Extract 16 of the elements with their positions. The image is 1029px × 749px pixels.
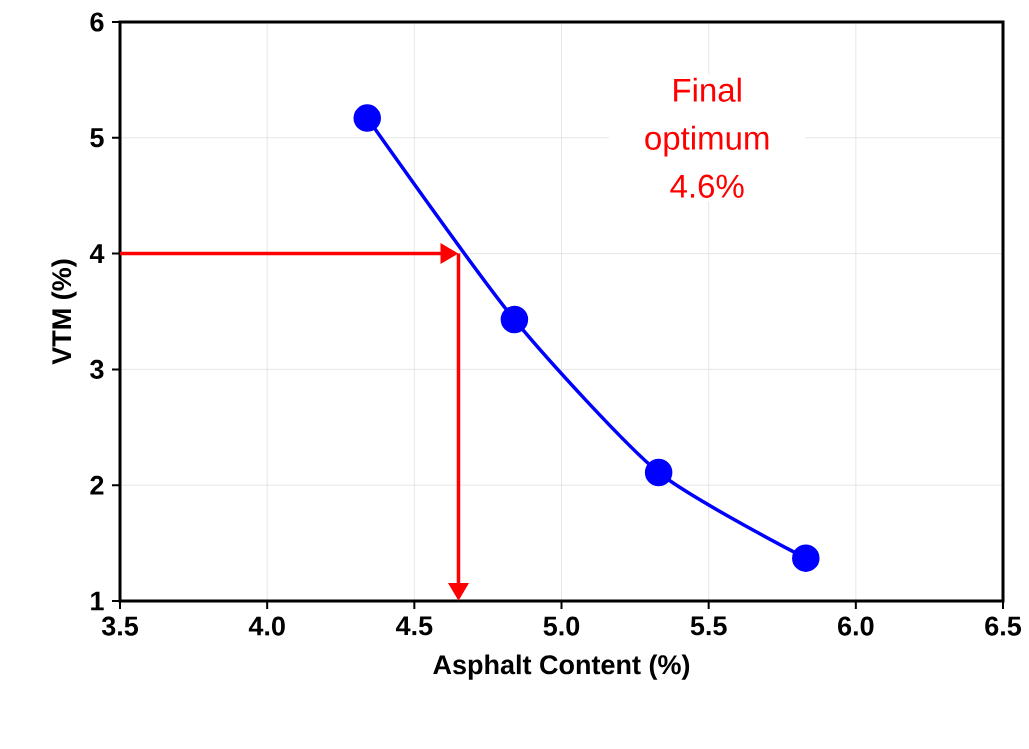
- y-tick-label: 1: [91, 591, 104, 611]
- y-axis-title: VTM (%): [51, 259, 77, 365]
- y-tick-label: 6: [90, 12, 104, 32]
- y-tick-label: 2: [90, 475, 104, 495]
- x-tick-label: 6.0: [838, 616, 874, 636]
- y-tick-label: 5: [90, 128, 104, 148]
- x-tick-label: 5.5: [690, 616, 727, 636]
- x-tick-label: 4.5: [395, 616, 433, 636]
- x-tick-label: 4.0: [248, 616, 285, 636]
- x-axis-title: Asphalt Content (%): [433, 654, 690, 680]
- x-tick-label: 6.5: [985, 616, 1022, 636]
- annotation: Final optimum 4.6%: [645, 77, 769, 198]
- x-tick-label: 3.5: [101, 616, 139, 636]
- y-tick-label: 4: [89, 244, 105, 263]
- y-tick-label: 3: [90, 359, 104, 379]
- x-tick-label: 5.0: [543, 616, 580, 636]
